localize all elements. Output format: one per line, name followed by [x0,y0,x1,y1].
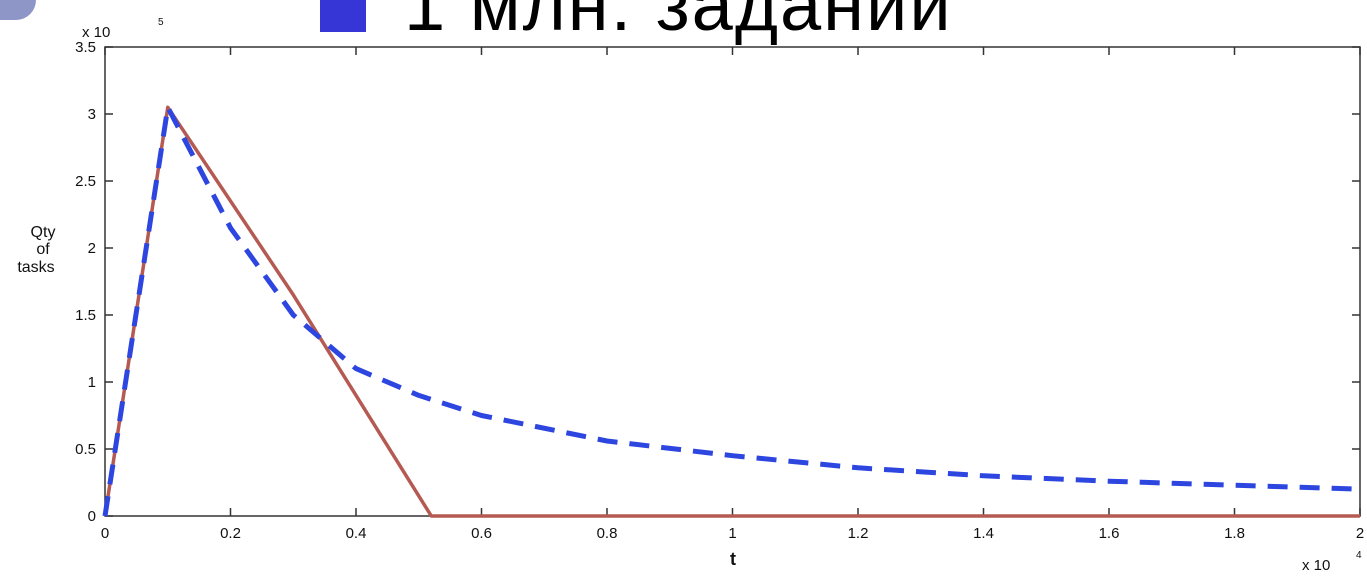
plot-frame [104,46,1361,517]
slide-title: 1 млн. заданий [404,0,953,46]
series-line-dashed [102,104,1361,517]
y-tick-label: 1.5 [75,307,96,324]
bullet-square-icon [320,0,366,32]
y-multiplier-exponent: 5 [158,17,164,28]
x-tick-label: 0.6 [471,525,492,542]
tick-labels: 0 0.2 0.4 0.6 0.8 1 1.2 1.4 1.6 1.8 2 0 0.5 1 1.5 2 2.5 3… [75,39,1364,542]
x-axis-label: t [730,549,736,569]
x-tick-label: 0.2 [220,525,241,542]
x-tick-label: 1.4 [973,525,994,542]
x-tick-label: 0.4 [346,525,367,542]
y-tick-label: 2 [88,240,96,257]
x-tick-label: 2 [1356,525,1364,542]
x-tick-label: 0 [101,525,109,542]
series-line-solid [103,105,1360,518]
y-tick-label: 2.5 [75,173,96,190]
series-layer [102,104,1361,518]
axis-labels: x 10 5 x 10 4 t Qty of tasks [17,17,1362,574]
y-multiplier-base: x 10 [82,24,110,41]
y-multiplier-label: x 10 [82,24,110,41]
y-axis-label-line-2: of [36,241,50,258]
plot-border [104,46,1361,517]
y-tick-label: 3.5 [75,39,96,56]
x-multiplier-exponent: 4 [1356,550,1362,561]
x-multiplier-label: x 10 [1302,557,1330,574]
axis-ticks [104,46,1361,517]
y-tick-label: 3 [88,106,96,123]
x-tick-label: 1 [728,525,736,542]
x-tick-label: 1.6 [1099,525,1120,542]
y-axis-label-line-1: Qty [31,224,56,241]
y-tick-label: 1 [88,374,96,391]
x-tick-label: 0.8 [597,525,618,542]
y-tick-label: 0.5 [75,441,96,458]
slide-header: 1 млн. заданий [320,0,953,46]
x-tick-label: 1.2 [848,525,869,542]
y-axis-label-line-3: tasks [17,259,54,276]
slide-decoration [0,0,36,20]
x-tick-label: 1.8 [1224,525,1245,542]
y-tick-label: 0 [88,508,96,525]
